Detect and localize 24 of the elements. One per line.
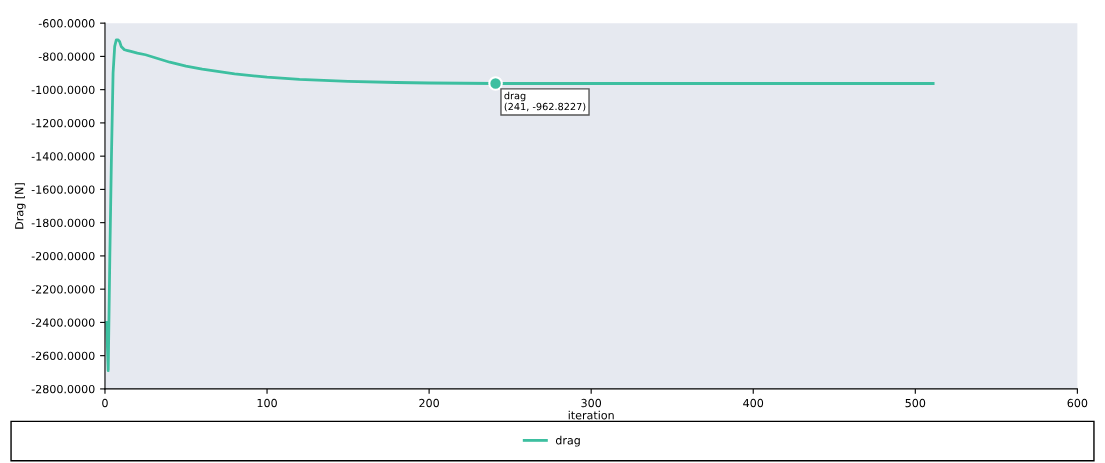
x-axis-title: iteration [568,410,614,420]
legend-label: drag [555,435,580,447]
x-tick-label: 200 [419,398,439,408]
y-tick-label: -2000.0000 [31,251,95,261]
y-tick-label: -2200.0000 [31,285,95,294]
x-tick-label: 400 [743,398,764,408]
x-tick-label: 600 [1067,398,1088,408]
y-axis-title: Drag [N] [14,183,26,229]
x-tick-label: 100 [257,398,277,408]
annotation: drag (241, -962.8227) [504,91,586,112]
x-tick-label: 500 [905,398,926,408]
y-tick-label: -1400.0000 [31,152,95,161]
y-tick-label: -1600.0000 [31,185,95,194]
y-tick-label: -1200.0000 [31,118,95,128]
line-series [105,38,935,373]
y-tick-label: -600.0000 [38,19,95,28]
y-tick-label: -800.0000 [38,52,95,61]
y-tick-label: -2800.0000 [31,384,95,394]
y-tick-label: -2400.0000 [31,318,95,327]
y-tick-label: -2600.0000 [31,351,95,361]
y-tick-label: -1800.0000 [31,218,95,228]
x-tick-label: 300 [581,398,602,408]
x-tick-label: 0 [102,398,108,408]
y-tick-label: -1000.0000 [31,85,95,95]
